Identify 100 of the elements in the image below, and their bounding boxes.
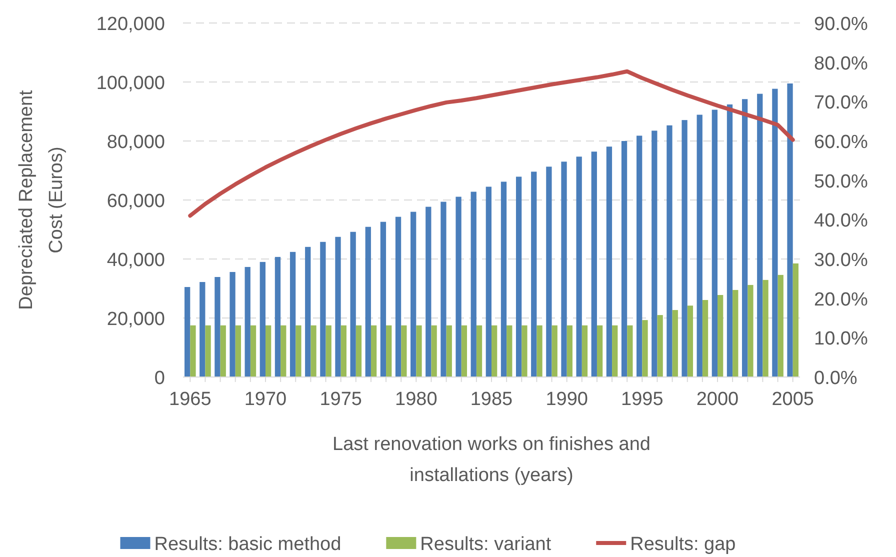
bar (486, 186, 492, 377)
bar (296, 325, 302, 377)
bar (546, 166, 552, 377)
bar (440, 202, 446, 377)
x-tick-label: 1995 (621, 389, 664, 410)
bar (350, 232, 356, 377)
y2-tick-label: 10.0% (814, 328, 868, 350)
bar (696, 114, 702, 377)
y-tick-label: 0 (154, 368, 165, 389)
bar (742, 99, 748, 377)
bar (672, 310, 678, 377)
y-tick-label: 80,000 (106, 132, 165, 153)
bar (461, 325, 468, 377)
bar (522, 325, 528, 377)
bar (552, 325, 558, 377)
legend-label: Results: gap (630, 534, 736, 555)
bar (416, 325, 422, 377)
bar (200, 282, 206, 377)
bar (365, 226, 371, 377)
bar (220, 325, 226, 377)
bar (787, 83, 793, 377)
x-tick-label: 2000 (696, 389, 739, 410)
bar (591, 152, 597, 377)
y2-tick-label: 80.0% (814, 53, 868, 74)
bar (536, 325, 542, 377)
bar (184, 287, 190, 377)
bar (205, 325, 211, 377)
y2-tick-label: 40.0% (814, 210, 868, 232)
bar (682, 120, 688, 377)
bar (762, 280, 768, 377)
y-tick-label: 20,000 (106, 309, 165, 330)
bar (214, 276, 220, 377)
bar (410, 212, 416, 377)
bar (260, 262, 266, 377)
legend-label: Results: basic method (154, 534, 342, 555)
x-tick-label: 1990 (546, 389, 588, 410)
bar (470, 192, 476, 377)
x-axis-title: Last renovation works on finishes and installations (years) (332, 434, 650, 486)
bar (265, 325, 272, 377)
bar (657, 315, 663, 377)
x-tick-label: 1985 (470, 389, 513, 410)
bar (476, 325, 482, 377)
bar (326, 325, 332, 377)
bar (305, 246, 311, 377)
bar (772, 88, 778, 377)
bar (356, 325, 362, 377)
bar (370, 325, 377, 377)
bar (612, 325, 618, 377)
bar (310, 325, 316, 377)
y2-tick-label: 90.0% (814, 14, 868, 35)
y2-tick-label: 60.0% (814, 132, 868, 153)
y-tick-label: 100,000 (96, 73, 165, 94)
bar (380, 222, 386, 377)
y2-tick-label: 0.0% (814, 368, 858, 389)
bar (606, 146, 612, 377)
y-tick-label: 120,000 (96, 14, 165, 35)
bar (712, 110, 718, 377)
bar (244, 266, 250, 377)
bar (401, 325, 407, 377)
bar (340, 325, 346, 377)
bar (335, 236, 341, 377)
bar (642, 320, 648, 377)
bar (456, 196, 462, 377)
bar (621, 141, 628, 377)
bar (431, 325, 437, 377)
bar (446, 325, 452, 377)
bar (280, 325, 286, 377)
bar (250, 325, 256, 377)
bar (666, 125, 672, 377)
bar (582, 325, 588, 377)
x-tick-label: 1975 (320, 389, 362, 410)
bar (561, 162, 567, 377)
bar (687, 306, 694, 377)
y2-tick-label: 20.0% (814, 289, 868, 310)
bar (531, 172, 537, 377)
bar (492, 325, 498, 377)
legend-label: Results: variant (420, 534, 552, 555)
y2-tick-label: 70.0% (814, 92, 868, 114)
bar (320, 242, 326, 377)
x-tick-label: 1980 (395, 389, 438, 410)
bar (290, 252, 296, 377)
x-tick-label: 1965 (169, 389, 212, 410)
bar (757, 94, 763, 377)
y-tick-label: 40,000 (106, 250, 165, 271)
bar (748, 284, 754, 377)
bar (702, 300, 708, 377)
y2-tick-label: 30.0% (814, 250, 868, 271)
x-tick-label: 2005 (772, 389, 814, 410)
bar (596, 325, 603, 377)
bar (627, 325, 633, 377)
bar (726, 104, 733, 377)
bar (190, 325, 196, 377)
bar (516, 176, 522, 377)
bar (566, 325, 572, 377)
bar (778, 274, 784, 377)
bar (500, 182, 507, 377)
bar (235, 325, 242, 377)
y-axis-title: Depreciated Replacement Cost (Euros) (16, 89, 67, 310)
bar (636, 136, 642, 377)
y2-tick-label: 50.0% (814, 171, 868, 192)
